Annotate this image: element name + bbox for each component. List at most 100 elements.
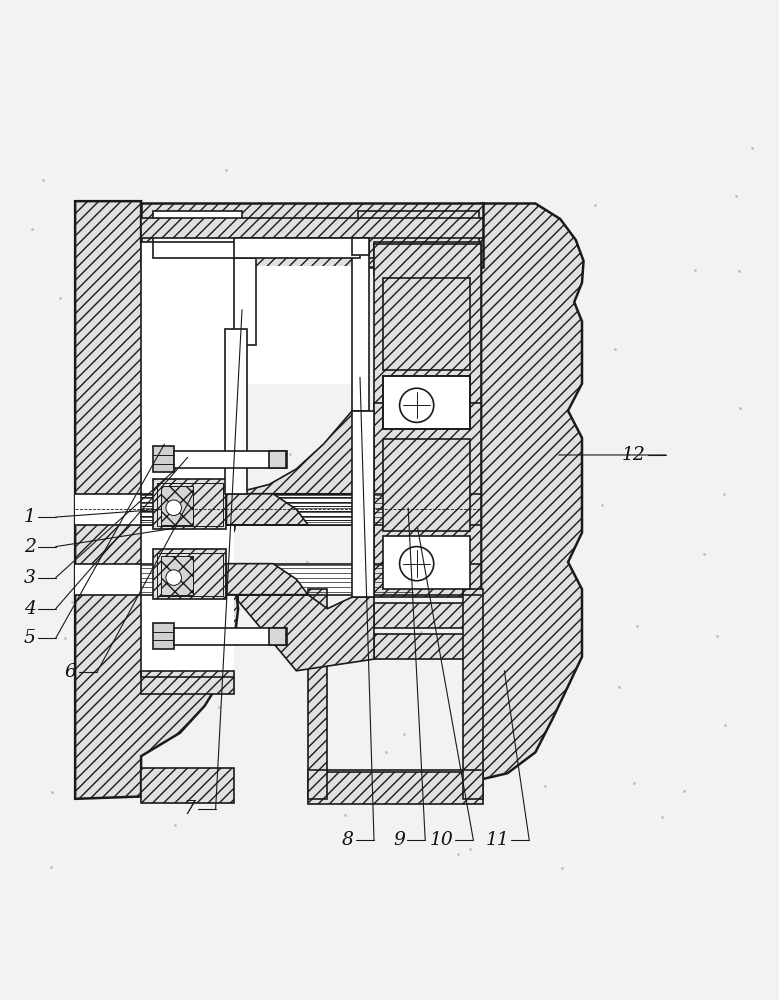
Polygon shape bbox=[227, 494, 308, 525]
Bar bbox=[308, 589, 327, 799]
Point bbox=[628, 775, 640, 791]
Point bbox=[415, 624, 428, 640]
Bar bbox=[270, 628, 286, 645]
Point bbox=[203, 393, 216, 409]
Point bbox=[467, 775, 479, 791]
Point bbox=[459, 597, 471, 613]
Point bbox=[160, 475, 172, 491]
Bar bbox=[374, 603, 481, 628]
Text: 12: 12 bbox=[622, 446, 646, 464]
Bar bbox=[141, 768, 234, 803]
Bar bbox=[383, 376, 471, 429]
Point bbox=[147, 622, 160, 638]
Point bbox=[26, 221, 38, 237]
Bar bbox=[153, 549, 227, 599]
Polygon shape bbox=[238, 595, 374, 671]
Point bbox=[253, 484, 266, 500]
Bar bbox=[141, 203, 483, 267]
Bar bbox=[374, 403, 481, 597]
Point bbox=[418, 199, 431, 215]
Bar bbox=[374, 242, 481, 275]
Point bbox=[631, 618, 643, 634]
Bar bbox=[374, 634, 481, 659]
Point bbox=[456, 695, 469, 711]
Text: 11: 11 bbox=[485, 831, 509, 849]
Point bbox=[596, 497, 608, 513]
Point bbox=[398, 726, 411, 742]
Bar bbox=[374, 244, 481, 438]
Point bbox=[238, 559, 250, 575]
Text: 7: 7 bbox=[184, 800, 196, 818]
Point bbox=[698, 546, 710, 562]
Bar bbox=[153, 623, 174, 649]
Text: 3: 3 bbox=[23, 569, 36, 587]
Point bbox=[464, 841, 476, 857]
Point bbox=[402, 389, 414, 405]
Bar bbox=[464, 589, 483, 799]
Point bbox=[730, 188, 742, 204]
Bar bbox=[75, 564, 481, 595]
Point bbox=[719, 717, 731, 733]
Point bbox=[149, 463, 161, 479]
Point bbox=[213, 699, 225, 715]
Point bbox=[228, 298, 241, 314]
Bar bbox=[141, 242, 234, 677]
Point bbox=[333, 203, 345, 219]
Bar bbox=[383, 439, 471, 531]
Point bbox=[277, 613, 289, 629]
Point bbox=[613, 679, 626, 695]
Polygon shape bbox=[238, 411, 374, 494]
Point bbox=[101, 649, 114, 665]
Bar bbox=[242, 266, 352, 384]
Point bbox=[290, 289, 302, 305]
Bar bbox=[374, 472, 481, 497]
Bar bbox=[157, 553, 223, 596]
Point bbox=[127, 338, 139, 354]
Text: 5: 5 bbox=[23, 629, 36, 647]
Point bbox=[556, 860, 569, 876]
Point bbox=[710, 628, 723, 644]
Point bbox=[37, 172, 49, 188]
Point bbox=[379, 744, 392, 760]
Point bbox=[746, 140, 759, 156]
Bar bbox=[234, 258, 256, 345]
Point bbox=[59, 630, 72, 646]
Bar bbox=[352, 411, 374, 597]
Bar bbox=[160, 556, 193, 595]
Text: 8: 8 bbox=[342, 831, 354, 849]
Bar bbox=[153, 211, 242, 258]
Point bbox=[734, 400, 746, 416]
Point bbox=[504, 215, 516, 231]
Bar bbox=[352, 238, 369, 411]
Point bbox=[678, 783, 690, 799]
Bar bbox=[153, 479, 227, 529]
Bar bbox=[141, 218, 483, 238]
Point bbox=[238, 321, 250, 337]
Point bbox=[83, 302, 96, 318]
Polygon shape bbox=[75, 201, 238, 799]
Bar bbox=[383, 278, 471, 370]
Point bbox=[689, 262, 701, 278]
Point bbox=[717, 486, 730, 502]
Bar bbox=[358, 211, 479, 258]
Point bbox=[733, 263, 746, 279]
Text: 6: 6 bbox=[65, 663, 76, 681]
Circle shape bbox=[400, 388, 434, 422]
Point bbox=[588, 197, 601, 213]
Point bbox=[351, 290, 363, 306]
Bar bbox=[352, 238, 369, 255]
Point bbox=[116, 478, 129, 494]
Bar bbox=[153, 446, 174, 472]
Point bbox=[339, 807, 351, 823]
Point bbox=[66, 594, 79, 610]
Bar bbox=[308, 772, 483, 804]
Point bbox=[45, 784, 58, 800]
Polygon shape bbox=[481, 203, 583, 781]
Point bbox=[76, 255, 89, 271]
Circle shape bbox=[166, 570, 182, 585]
Bar bbox=[374, 444, 481, 469]
Bar bbox=[234, 238, 360, 258]
Polygon shape bbox=[227, 564, 308, 595]
Point bbox=[243, 266, 256, 282]
Bar bbox=[160, 486, 193, 525]
